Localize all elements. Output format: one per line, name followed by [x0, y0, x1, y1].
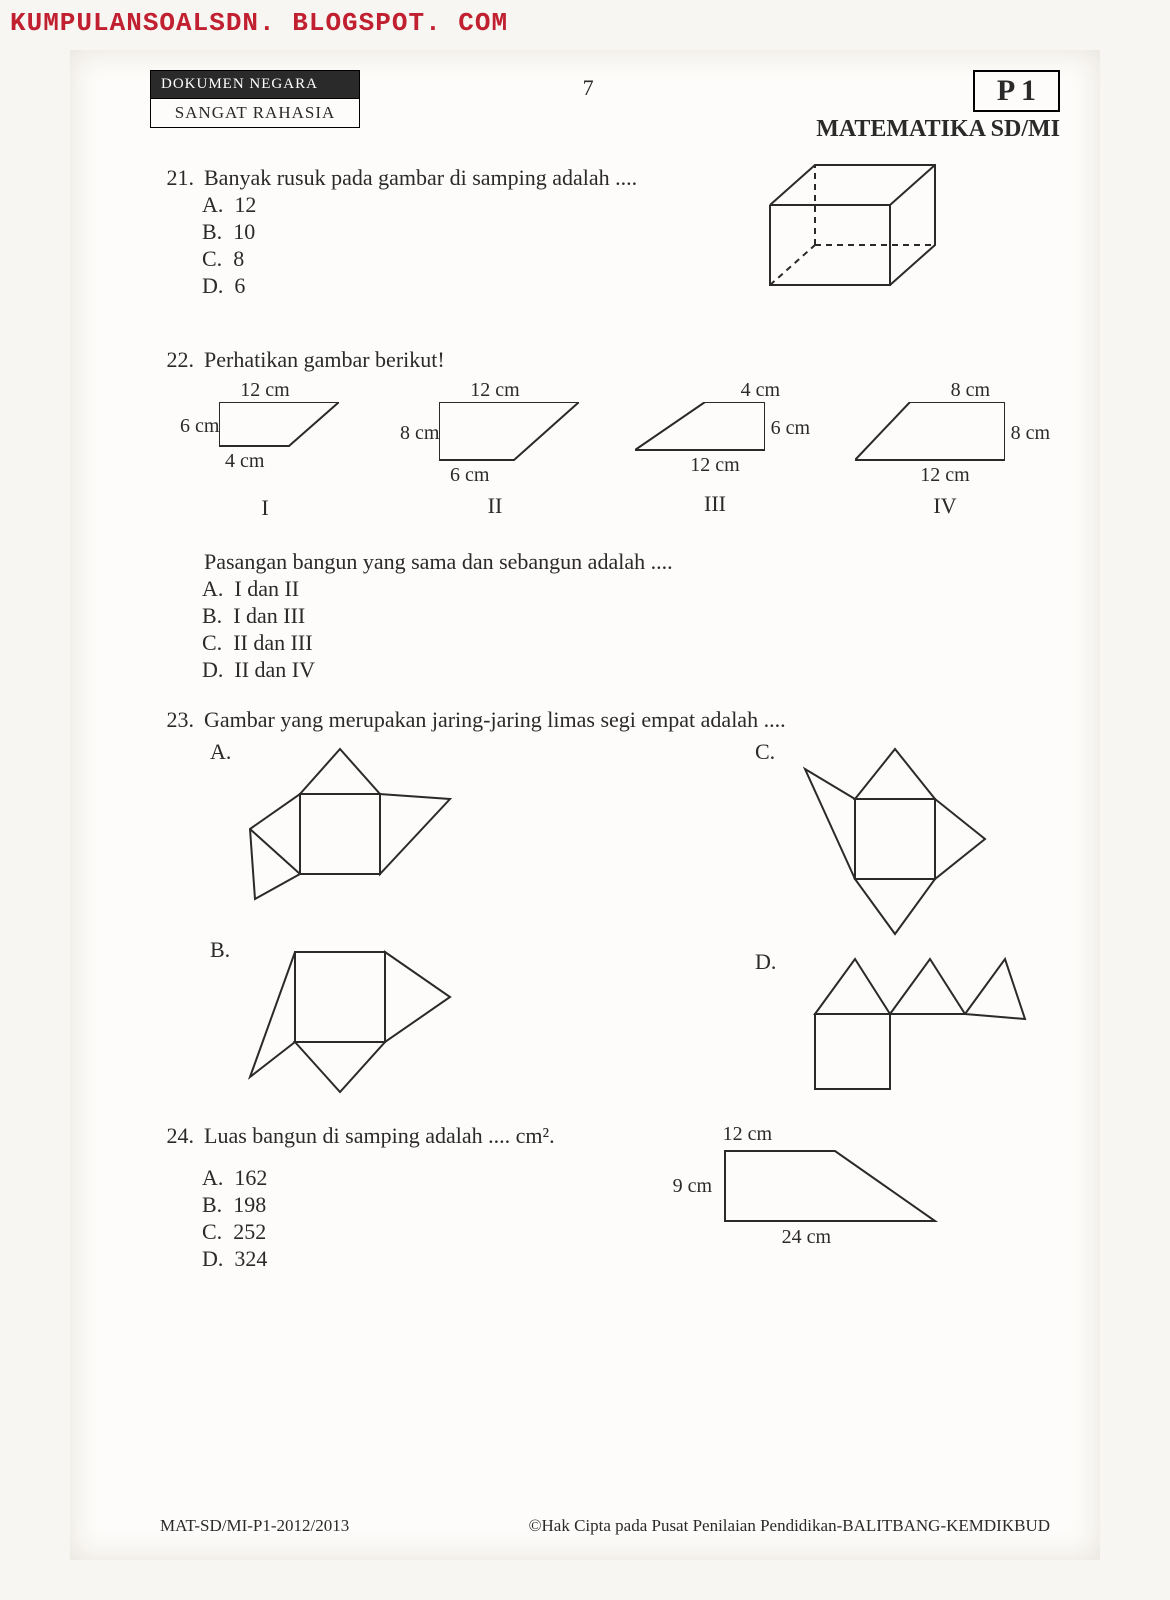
q22-roman-3: III: [620, 491, 810, 517]
question-23: 23. Gambar yang merupakan jaring-jaring …: [150, 707, 1060, 1099]
question-24: 24. Luas bangun di samping adalah .... c…: [150, 1123, 1060, 1272]
q24-option-d: D. 324: [202, 1246, 1060, 1272]
q22-s4-top: 8 cm: [840, 379, 1050, 402]
q23-net-c: [785, 739, 1015, 939]
q23-number: 23.: [150, 707, 204, 733]
q22-s2-bottom: 6 cm: [450, 464, 590, 487]
q22-shape-4: [855, 402, 1005, 464]
q23-net-d: [785, 949, 1035, 1099]
q22-s3-left: 6 cm: [771, 417, 810, 440]
q24-top-label: 12 cm: [723, 1123, 940, 1146]
q24-number: 24.: [150, 1123, 204, 1149]
footer-right: ©Hak Cipta pada Pusat Penilaian Pendidik…: [529, 1516, 1050, 1536]
exam-page: DOKUMEN NEGARA SANGAT RAHASIA 7 P 1 MATE…: [70, 50, 1100, 1560]
q24-left-label: 9 cm: [673, 1175, 712, 1198]
q22-s3-bottom: 12 cm: [620, 454, 810, 477]
q23-label-d: D.: [755, 949, 785, 1099]
q22-number: 22.: [150, 347, 204, 373]
q22-shape-1: [219, 402, 339, 450]
q23-label-b: B.: [210, 937, 240, 1097]
sangat-rahasia-label: SANGAT RAHASIA: [150, 99, 360, 128]
q22-s1-bottom: 4 cm: [225, 450, 350, 473]
q22-option-c: C. II dan III: [202, 630, 1060, 656]
q22-s3-top: 4 cm: [620, 379, 810, 402]
subject-title: MATEMATIKA SD/MI: [816, 116, 1060, 143]
q23-net-a: [240, 739, 470, 909]
q23-net-b: [240, 937, 470, 1097]
q22-shape-3: [635, 402, 765, 454]
q22-s1-left: 6 cm: [180, 415, 219, 438]
q22-roman-1: I: [180, 495, 350, 521]
cuboid-figure: [760, 155, 950, 295]
q24-trapezoid: [720, 1146, 940, 1226]
q22-roman-4: IV: [840, 493, 1050, 519]
q22-option-a: A. I dan II: [202, 576, 1060, 602]
q23-label-a: A.: [210, 739, 240, 909]
watermark-text: KUMPULANSOALSDN. BLOGSPOT. COM: [10, 8, 508, 38]
paper-code-box: P 1: [973, 70, 1060, 112]
page-number: 7: [583, 75, 594, 101]
q23-label-c: C.: [755, 739, 785, 939]
q24-bottom-label: 24 cm: [673, 1226, 940, 1249]
q23-text: Gambar yang merupakan jaring-jaring lima…: [204, 707, 1060, 733]
q22-s4-bottom: 12 cm: [840, 464, 1050, 487]
q22-s1-top: 12 cm: [180, 379, 350, 402]
q22-roman-2: II: [400, 493, 590, 519]
q21-number: 21.: [150, 165, 204, 191]
q22-s4-right: 8 cm: [1011, 422, 1050, 445]
q22-option-b: B. I dan III: [202, 603, 1060, 629]
q22-option-d: D. II dan IV: [202, 657, 1060, 683]
q22-s2-top: 12 cm: [400, 379, 590, 402]
question-21: 21. Banyak rusuk pada gambar di samping …: [150, 165, 1060, 299]
question-22: 22. Perhatikan gambar berikut! 12 cm 6 c…: [150, 347, 1060, 683]
q22-shape-2: [439, 402, 579, 464]
q22-intro: Perhatikan gambar berikut!: [204, 347, 1060, 373]
q22-question: Pasangan bangun yang sama dan sebangun a…: [204, 549, 1060, 575]
dokumen-negara-label: DOKUMEN NEGARA: [150, 70, 360, 99]
q22-s2-left: 8 cm: [400, 422, 439, 445]
footer-left: MAT-SD/MI-P1-2012/2013: [160, 1516, 349, 1536]
